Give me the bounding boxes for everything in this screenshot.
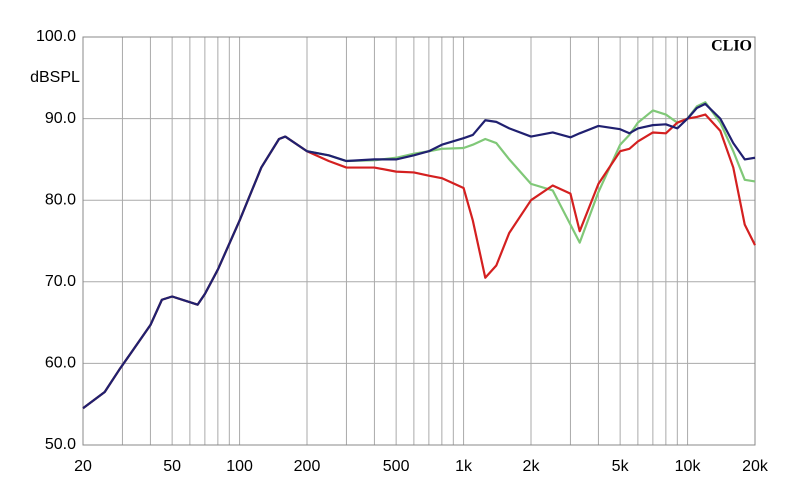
y-tick-label: 90.0: [45, 110, 76, 127]
response-curve: [82, 113, 756, 410]
y-tick-label: 60.0: [45, 355, 76, 372]
x-tick-label: 5k: [612, 458, 630, 475]
x-tick-label: 1k: [455, 458, 473, 475]
x-tick-label: 20: [74, 458, 92, 475]
response-curve: [82, 101, 756, 410]
x-tick-label: 500: [383, 458, 410, 475]
y-tick-label: 50.0: [45, 436, 76, 453]
x-tick-label: 20k: [742, 458, 769, 475]
x-tick-label: 200: [294, 458, 321, 475]
x-tick-label: 2k: [523, 458, 541, 475]
y-axis-label: dBSPL: [30, 69, 80, 86]
y-tick-label: 70.0: [45, 273, 76, 290]
annotation: CLIO: [711, 38, 752, 55]
x-tick-label: 100: [226, 458, 253, 475]
y-tick-label: 80.0: [45, 191, 76, 208]
y-tick-label: 100.0: [36, 28, 76, 45]
x-tick-label: 10k: [675, 458, 702, 475]
x-tick-label: 50: [163, 458, 181, 475]
plot-frame: [82, 36, 756, 446]
response-curve: [82, 102, 756, 410]
